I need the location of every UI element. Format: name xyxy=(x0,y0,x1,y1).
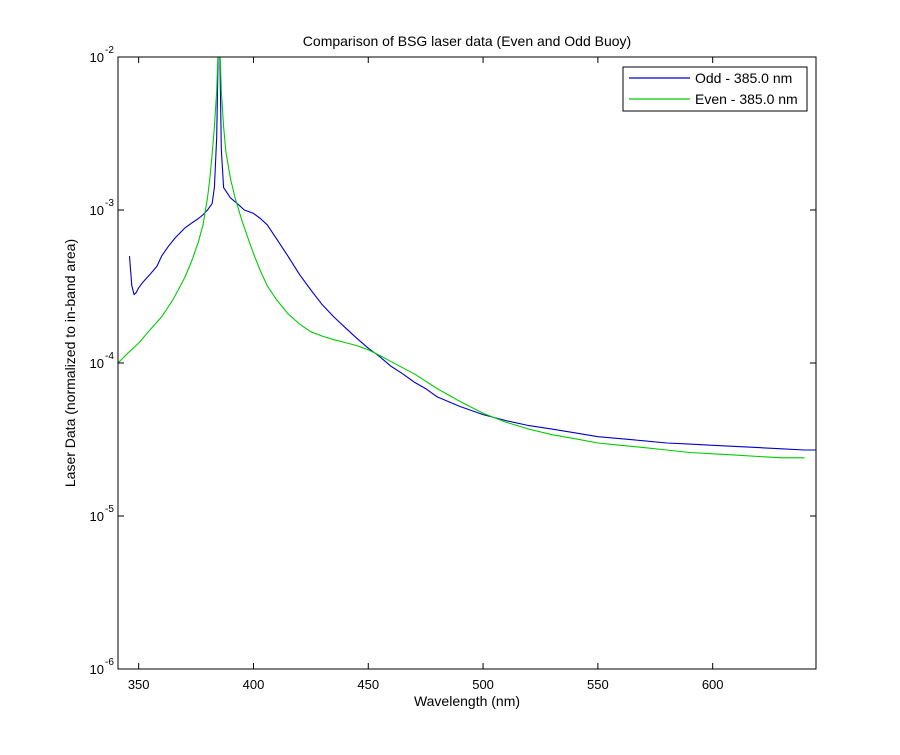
legend: Odd - 385.0 nm Even - 385.0 nm xyxy=(622,66,808,112)
legend-box xyxy=(622,66,808,112)
y-tick-label: 10 xyxy=(90,509,104,524)
x-tick-label: 400 xyxy=(243,677,265,692)
y-tick-label: 10 xyxy=(90,356,104,371)
x-tick-label: 350 xyxy=(128,677,150,692)
y-tick-exponent: -2 xyxy=(105,45,114,56)
plot-frame xyxy=(117,56,817,670)
series-line-even xyxy=(117,56,805,459)
x-tick-label: 500 xyxy=(472,677,494,692)
y-axis-label: Laser Data (normalized to in-band area) xyxy=(62,239,78,487)
legend-odd-label: Odd - 385.0 nm xyxy=(695,70,792,86)
x-axis-label: Wavelength (nm) xyxy=(414,693,520,709)
y-tick-exponent: -6 xyxy=(105,657,114,668)
x-tick-label: 550 xyxy=(587,677,609,692)
legend-even-label: Even - 385.0 nm xyxy=(695,91,798,107)
y-tick-exponent: -4 xyxy=(105,351,114,362)
y-tick-exponent: -3 xyxy=(105,198,114,209)
series-line-odd xyxy=(128,56,816,451)
y-tick-label: 10 xyxy=(90,50,104,65)
chart-title: Comparison of BSG laser data (Even and O… xyxy=(303,33,631,49)
series-layer xyxy=(117,56,816,459)
y-tick-exponent: -5 xyxy=(105,504,114,515)
y-tick-label: 10 xyxy=(90,203,104,218)
plot-background xyxy=(118,57,816,669)
x-tick-label: 450 xyxy=(357,677,379,692)
y-tick-label: 10 xyxy=(90,662,104,677)
x-tick-label: 600 xyxy=(702,677,724,692)
